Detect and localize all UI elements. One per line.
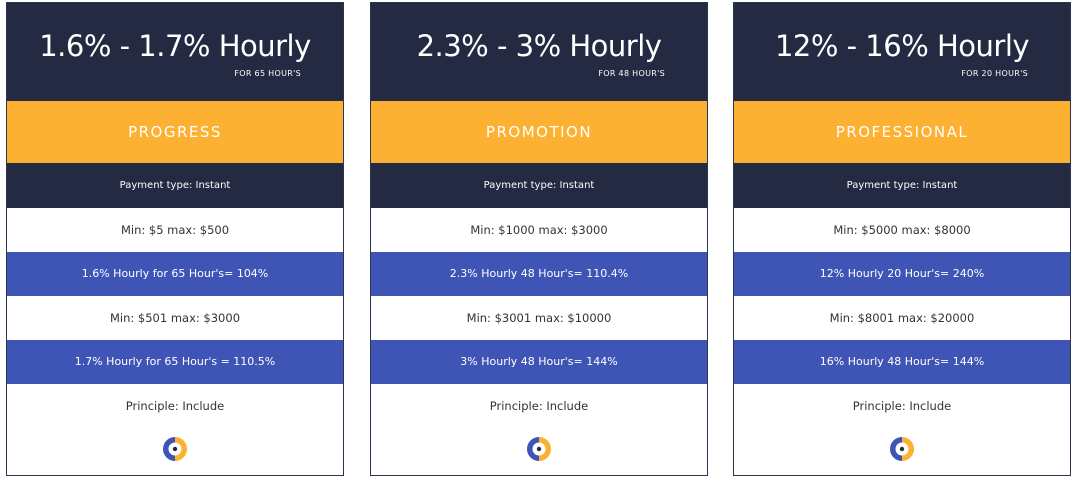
payment-type: Payment type: Instant [734, 163, 1070, 208]
plan-rate: 2.3% - 3% Hourly [416, 29, 662, 63]
plan-name: PROMOTION [371, 101, 707, 163]
tier1-range: Min: $5000 max: $8000 [734, 208, 1070, 252]
tier1-range: Min: $1000 max: $3000 [371, 208, 707, 252]
plan-card-professional: 12% - 16% Hourly FOR 20 HOUR'S PROFESSIO… [733, 2, 1071, 476]
tier1-range: Min: $5 max: $500 [7, 208, 343, 252]
tier2-range: Min: $8001 max: $20000 [734, 296, 1070, 340]
payment-type: Payment type: Instant [371, 163, 707, 208]
plan-duration: FOR 20 HOUR'S [961, 69, 1028, 78]
principle-info: Principle: Include [852, 399, 952, 413]
tier2-range: Min: $501 max: $3000 [7, 296, 343, 340]
tier2-range: Min: $3001 max: $10000 [371, 296, 707, 340]
circular-logo-icon[interactable] [161, 435, 189, 463]
plan-header: 2.3% - 3% Hourly FOR 48 HOUR'S [371, 3, 707, 101]
principle-info: Principle: Include [489, 399, 589, 413]
plan-card-progress: 1.6% - 1.7% Hourly FOR 65 HOUR'S PROGRES… [6, 2, 344, 476]
tier2-return: 1.7% Hourly for 65 Hour's = 110.5% [7, 340, 343, 384]
plan-header: 12% - 16% Hourly FOR 20 HOUR'S [734, 3, 1070, 101]
tier1-return: 1.6% Hourly for 65 Hour's= 104% [7, 252, 343, 296]
tier2-return: 16% Hourly 48 Hour's= 144% [734, 340, 1070, 384]
tier1-return: 12% Hourly 20 Hour's= 240% [734, 252, 1070, 296]
plan-card-promotion: 2.3% - 3% Hourly FOR 48 HOUR'S PROMOTION… [370, 2, 708, 476]
plan-duration: FOR 48 HOUR'S [598, 69, 665, 78]
plan-name: PROFESSIONAL [734, 101, 1070, 163]
plan-duration: FOR 65 HOUR'S [234, 69, 301, 78]
plan-rate: 12% - 16% Hourly [774, 29, 1030, 63]
principle-info: Principle: Include [125, 399, 225, 413]
plan-rate: 1.6% - 1.7% Hourly [39, 29, 311, 63]
payment-type: Payment type: Instant [7, 163, 343, 208]
plan-name: PROGRESS [7, 101, 343, 163]
circular-logo-icon[interactable] [525, 435, 553, 463]
circular-logo-icon[interactable] [888, 435, 916, 463]
tier2-return: 3% Hourly 48 Hour's= 144% [371, 340, 707, 384]
tier1-return: 2.3% Hourly 48 Hour's= 110.4% [371, 252, 707, 296]
plan-header: 1.6% - 1.7% Hourly FOR 65 HOUR'S [7, 3, 343, 101]
